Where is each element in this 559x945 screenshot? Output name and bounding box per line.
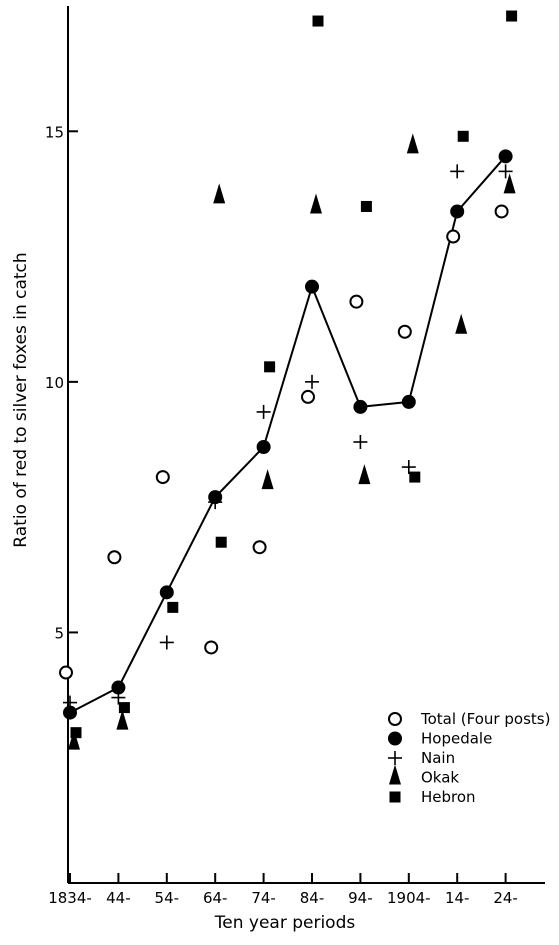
legend-marker-nain [388, 751, 402, 765]
data-points [59, 10, 518, 750]
hebron-point [409, 471, 421, 483]
x-tick-label: 14- [445, 889, 470, 907]
hopedale-line [69, 155, 507, 714]
nain-point [353, 434, 368, 449]
okak-point [310, 193, 322, 214]
x-tick-label: 64- [203, 889, 228, 907]
legend-label-okak: Okak [421, 769, 459, 787]
total-four-posts-point [301, 389, 315, 404]
hebron-point [457, 130, 469, 142]
x-tick-label: 24- [493, 889, 518, 907]
hopedale-point [159, 585, 174, 600]
x-tick-label: 74- [251, 889, 276, 907]
nain-point [208, 495, 223, 510]
legend-marker-hopedale [388, 731, 402, 746]
legend-marker-okak [389, 764, 401, 785]
okak-point [503, 173, 516, 194]
okak-point [455, 313, 468, 334]
hopedale-point [256, 440, 271, 455]
hopedale-point [450, 204, 465, 219]
axes [67, 6, 545, 884]
nain-point [159, 635, 174, 650]
total-four-posts-point [397, 324, 412, 339]
nain-point [401, 460, 416, 475]
total-four-posts-point [204, 640, 219, 655]
x-tick-label: 1904- [387, 889, 431, 907]
hebron-point [215, 536, 227, 548]
total-four-posts-point [59, 665, 73, 680]
x-tick-label: 84- [300, 889, 325, 907]
hopedale-point [111, 680, 126, 695]
total-four-posts-point [349, 294, 364, 309]
series-lines [69, 155, 507, 714]
total-four-posts-point [155, 470, 170, 485]
axis-ticks: 5 10 15 1834- 44- 54- 64- 74- 84- 94- 1904- 14- 24- [45, 123, 518, 907]
okak-point [261, 469, 274, 490]
total-four-posts-point [252, 540, 267, 555]
hopedale-point [498, 149, 513, 164]
okak-point [68, 729, 80, 750]
hebron-point [70, 727, 82, 739]
hopedale-point [353, 399, 368, 414]
legend-label-total-four-posts: Total (Four posts) [420, 710, 550, 728]
nain-point [63, 695, 77, 710]
legend-marker-total-four-posts [388, 712, 402, 726]
hebron-point [506, 10, 518, 22]
legend-marker-hebron [389, 791, 401, 803]
legend-label-nain: Nain [421, 749, 455, 767]
y-tick-label: 15 [45, 123, 64, 141]
okak-point [116, 709, 129, 730]
nain-point [498, 164, 513, 179]
y-tick-label: 10 [45, 374, 64, 392]
hopedale-point [305, 279, 319, 294]
nain-point [111, 690, 126, 705]
okak-point [406, 133, 419, 154]
okak-point [358, 464, 371, 485]
hebron-point [167, 601, 179, 613]
hebron-point [118, 702, 130, 714]
x-axis-title: Ten year periods [214, 913, 356, 933]
total-four-posts-point [446, 229, 461, 244]
nain-point [305, 374, 319, 389]
hopedale-point [401, 394, 416, 409]
legend-label-hebron: Hebron [421, 788, 476, 806]
nain-point [256, 404, 271, 419]
legend-label-hopedale: Hopedale [421, 730, 492, 748]
x-tick-label: 1834- [48, 889, 92, 907]
total-four-posts-point [107, 550, 122, 565]
y-tick-label: 5 [54, 624, 64, 642]
nain-point [450, 164, 465, 179]
x-tick-label: 54- [155, 889, 180, 907]
hebron-point [312, 15, 324, 27]
total-four-posts-point [494, 204, 509, 219]
okak-point [213, 183, 226, 204]
y-axis-title: Ratio of red to silver foxes in catch [11, 252, 31, 547]
hebron-point [360, 200, 372, 212]
hopedale-point [63, 705, 77, 720]
x-tick-label: 94- [348, 889, 373, 907]
x-tick-label: 44- [106, 889, 131, 907]
hebron-point [264, 361, 276, 373]
